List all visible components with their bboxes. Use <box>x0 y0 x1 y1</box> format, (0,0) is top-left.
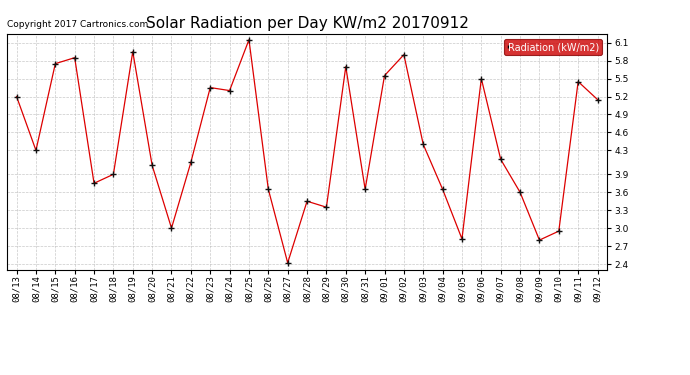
Legend: Radiation (kW/m2): Radiation (kW/m2) <box>504 39 602 56</box>
Text: Copyright 2017 Cartronics.com: Copyright 2017 Cartronics.com <box>7 20 148 29</box>
Title: Solar Radiation per Day KW/m2 20170912: Solar Radiation per Day KW/m2 20170912 <box>146 16 469 31</box>
